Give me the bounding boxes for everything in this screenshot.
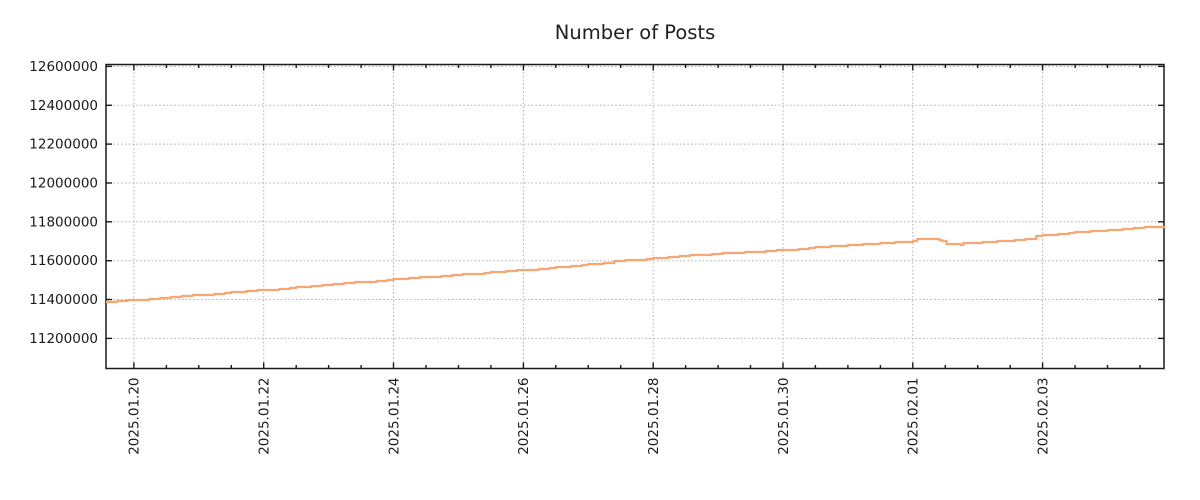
x-tick-label: 2025.02.01 bbox=[906, 378, 922, 455]
chart-title: Number of Posts bbox=[555, 21, 716, 44]
axis-labels: 11200000 11400000 11600000 11800000 12000000… bbox=[29, 59, 1051, 455]
gridlines bbox=[106, 64, 1164, 369]
x-tick-label: 2025.01.30 bbox=[776, 378, 792, 455]
plot-frame bbox=[105, 63, 1165, 370]
x-tick-label: 2025.02.03 bbox=[1035, 378, 1051, 455]
y-tick-label: 12600000 bbox=[29, 59, 98, 75]
x-tick-label: 2025.01.24 bbox=[386, 378, 402, 455]
y-tick-label: 12000000 bbox=[29, 176, 98, 192]
x-tick-label: 2025.01.20 bbox=[127, 378, 143, 455]
posts-series-line bbox=[106, 225, 1166, 304]
y-tick-label: 12400000 bbox=[29, 98, 98, 114]
plot-border bbox=[105, 63, 1165, 370]
y-tick-label: 11600000 bbox=[29, 253, 98, 269]
y-tick-label: 11800000 bbox=[29, 214, 98, 230]
y-tick-label: 11400000 bbox=[29, 292, 98, 308]
x-tick-label: 2025.01.22 bbox=[257, 378, 273, 455]
y-tick-label: 11200000 bbox=[29, 331, 98, 347]
x-tick-label: 2025.01.28 bbox=[646, 378, 662, 455]
axis-ticks bbox=[106, 64, 1164, 369]
x-tick-label: 2025.01.26 bbox=[516, 378, 532, 455]
y-tick-label: 12200000 bbox=[29, 137, 98, 153]
